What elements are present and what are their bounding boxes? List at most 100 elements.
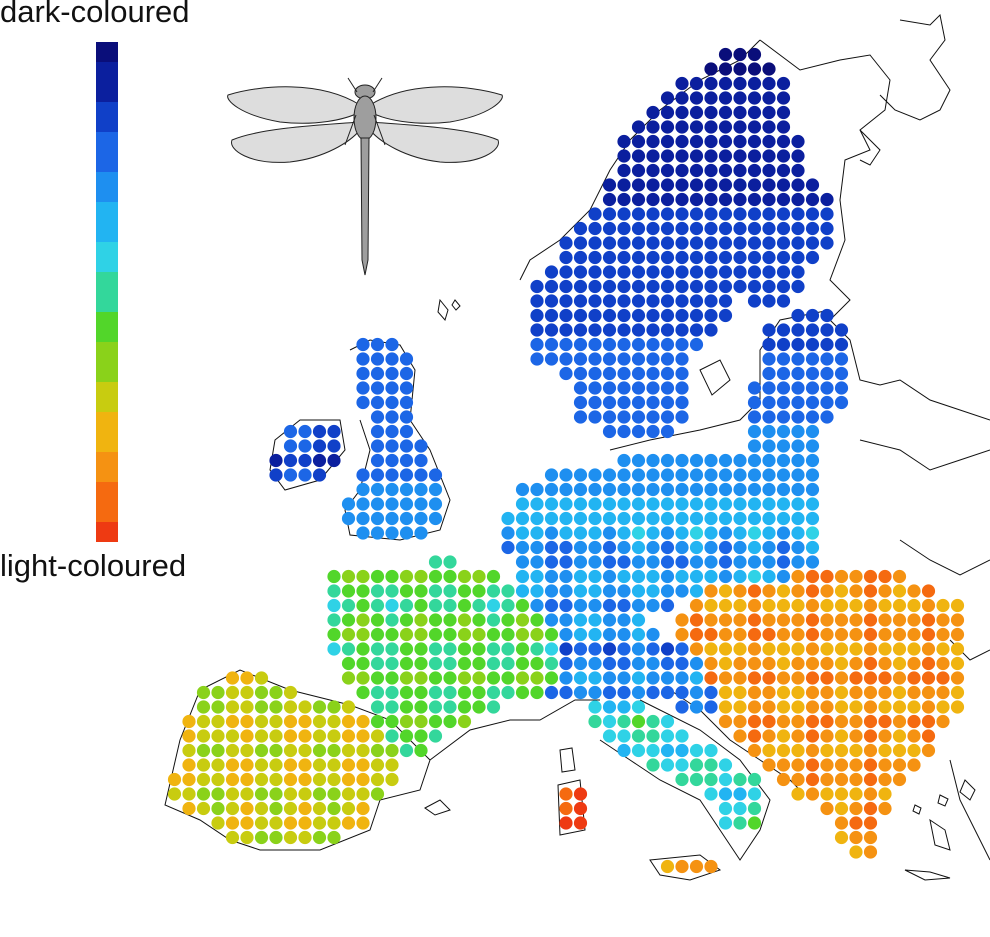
grid-cell-dot — [834, 584, 849, 598]
grid-cell-dot — [631, 569, 646, 584]
grid-cell-dot — [733, 555, 747, 569]
grid-cell-dot — [892, 627, 907, 642]
grid-cell-dot — [573, 555, 588, 569]
grid-cell-dot — [559, 468, 573, 482]
grid-cell-dot — [791, 424, 805, 439]
color-scale-step — [96, 112, 118, 122]
grid-cell-dot — [588, 642, 602, 656]
color-scale-step — [96, 292, 118, 302]
grid-cell-dot — [849, 671, 863, 685]
grid-cell-dot — [617, 569, 631, 584]
grid-cell-dot — [863, 598, 878, 613]
grid-cell-dot — [501, 511, 515, 526]
grid-cell-dot — [675, 700, 689, 714]
grid-cell-dot — [820, 381, 834, 395]
grid-cell-dot — [950, 627, 965, 642]
grid-cell-dot — [733, 787, 747, 801]
grid-cell-dot — [356, 642, 370, 656]
grid-cell-dot — [341, 642, 356, 656]
grid-cell-dot — [399, 700, 414, 714]
grid-cell-dot — [675, 453, 689, 468]
grid-cell-dot — [805, 395, 820, 410]
grid-cell-dot — [298, 787, 312, 801]
grid-cell-dot — [370, 729, 385, 743]
grid-cell-dot — [356, 787, 370, 801]
grid-cell-dot — [530, 511, 544, 526]
grid-cell-dot — [675, 308, 689, 323]
grid-cell-dot — [704, 859, 718, 874]
grid-cell-dot — [544, 671, 559, 685]
grid-cell-dot — [646, 511, 660, 526]
grid-cell-dot — [602, 308, 617, 323]
grid-cell-dot — [762, 120, 776, 134]
grid-cell-dot — [675, 76, 689, 91]
grid-cell-dot — [660, 453, 675, 468]
grid-cell-dot — [718, 787, 733, 801]
grid-cell-dot — [327, 816, 341, 830]
grid-cell-dot — [573, 279, 588, 294]
grid-cell-dot — [298, 743, 312, 758]
grid-cell-dot — [689, 279, 704, 294]
grid-cell-dot — [573, 627, 588, 642]
grid-cell-dot — [515, 613, 530, 627]
grid-cell-dot — [660, 569, 675, 584]
grid-cell-dot — [225, 830, 240, 845]
grid-cell-dot — [631, 265, 646, 279]
grid-cell-dot — [356, 468, 370, 482]
grid-cell-dot — [370, 627, 385, 642]
grid-cell-dot — [675, 178, 689, 192]
grid-cell-dot — [762, 642, 776, 656]
grid-cell-dot — [327, 453, 341, 468]
grid-cell-dot — [646, 685, 660, 700]
grid-cell-dot — [747, 265, 762, 279]
grid-cell-dot — [704, 294, 718, 308]
grid-cell-dot — [892, 584, 907, 598]
grid-cell-dot — [791, 613, 805, 627]
grid-cell-dot — [834, 337, 849, 352]
grid-cell-dot — [820, 337, 834, 352]
grid-cell-dot — [370, 787, 385, 801]
grid-cell-dot — [689, 134, 704, 149]
grid-cell-dot — [733, 598, 747, 613]
grid-cell-dot — [733, 468, 747, 482]
grid-cell-dot — [834, 569, 849, 584]
grid-cell-dot — [689, 105, 704, 120]
grid-cell-dot — [602, 613, 617, 627]
grid-cell-dot — [370, 453, 385, 468]
grid-cell-dot — [762, 685, 776, 700]
grid-cell-dot — [414, 511, 428, 526]
grid-cell-dot — [660, 758, 675, 772]
grid-cell-dot — [544, 279, 559, 294]
grid-cell-dot — [602, 323, 617, 337]
grid-cell-dot — [646, 381, 660, 395]
grid-cell-dot — [805, 236, 820, 250]
grid-cell-dot — [617, 192, 631, 207]
grid-cell-dot — [544, 540, 559, 555]
grid-cell-dot — [196, 758, 211, 772]
grid-cell-dot — [805, 366, 820, 381]
grid-cell-dot — [762, 424, 776, 439]
grid-cell-dot — [573, 265, 588, 279]
grid-cell-dot — [805, 308, 820, 323]
grid-cell-dot — [892, 656, 907, 671]
grid-cell-dot — [747, 236, 762, 250]
grid-cell-dot — [747, 279, 762, 294]
grid-cell-dot — [689, 859, 704, 874]
grid-cell-dot — [733, 627, 747, 642]
color-scale-step — [96, 532, 118, 542]
grid-cell-dot — [834, 787, 849, 801]
grid-cell-dot — [370, 613, 385, 627]
grid-cell-dot — [805, 598, 820, 613]
grid-cell-dot — [733, 671, 747, 685]
grid-cell-dot — [689, 656, 704, 671]
grid-cell-dot — [704, 250, 718, 265]
grid-cell-dot — [646, 671, 660, 685]
grid-cell-dot — [660, 468, 675, 482]
grid-cell-dot — [820, 308, 834, 323]
grid-cell-dot — [573, 613, 588, 627]
grid-cell-dot — [298, 468, 312, 482]
grid-cell-dot — [617, 627, 631, 642]
grid-cell-dot — [660, 540, 675, 555]
grid-cell-dot — [704, 497, 718, 511]
grid-cell-dot — [660, 250, 675, 265]
